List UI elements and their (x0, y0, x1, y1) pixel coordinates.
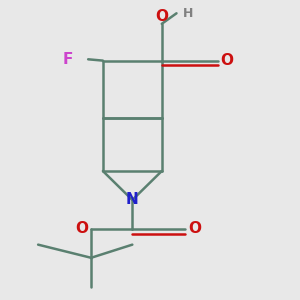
Text: O: O (188, 221, 201, 236)
Text: H: H (182, 7, 193, 20)
Text: O: O (155, 9, 168, 24)
Text: O: O (75, 221, 88, 236)
Text: N: N (126, 193, 139, 208)
Text: O: O (221, 53, 234, 68)
Text: F: F (63, 52, 74, 67)
